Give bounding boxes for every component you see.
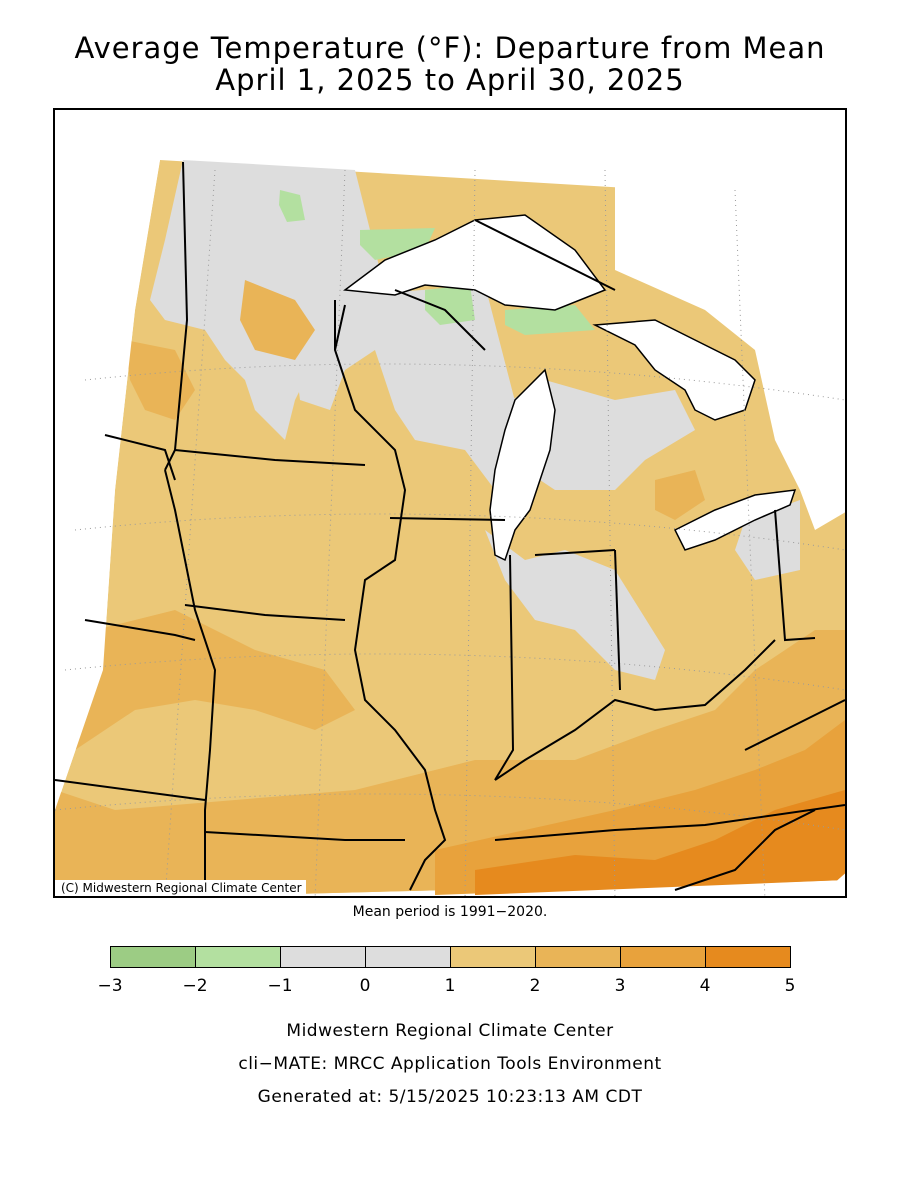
- legend-tick-label: −2: [182, 976, 208, 996]
- mean-period-note: Mean period is 1991−2020.: [352, 904, 548, 920]
- border-missouri-arkansas: [204, 831, 405, 841]
- border-kansas-oklahoma: [55, 779, 206, 801]
- legend-bin: [535, 946, 621, 968]
- footer-tool-name: cli−MATE: MRCC Application Tools Environ…: [238, 1054, 662, 1074]
- border-indiana-ohio: [614, 549, 621, 691]
- map-outside-west: [55, 110, 160, 810]
- border-ohio-river: [494, 639, 776, 781]
- legend-bin: [195, 946, 281, 968]
- border-nebraska-kansas: [84, 619, 196, 641]
- lake-superior: [343, 214, 607, 311]
- legend-tick-label: −1: [267, 976, 293, 996]
- border-wisconsin-illinois: [389, 517, 506, 521]
- border-mississippi-river: [333, 304, 447, 891]
- copyright-label: (C) Midwestern Regional Climate Center: [55, 880, 306, 896]
- footer-organization: Midwestern Regional Climate Center: [286, 1021, 614, 1041]
- color-legend: [110, 946, 791, 968]
- legend-tick-label: −3: [97, 976, 123, 996]
- lake-michigan: [489, 368, 556, 562]
- legend-tick-label: 5: [784, 976, 796, 996]
- legend-tick-label: 0: [359, 976, 371, 996]
- border-kentucky-tennessee: [494, 804, 845, 841]
- border-illinois-indiana: [494, 554, 515, 781]
- legend-bin: [110, 946, 196, 968]
- anomaly-cool-upper-peninsula: [425, 285, 475, 325]
- legend-tick-label: 2: [529, 976, 541, 996]
- border-south-dakota-nebraska: [104, 434, 176, 481]
- legend-bin: [620, 946, 706, 968]
- legend-tick-label: 4: [699, 976, 711, 996]
- midwest-map: [55, 110, 845, 896]
- map-frame: (C) Midwestern Regional Climate Center: [53, 108, 847, 898]
- legend-bin: [705, 946, 791, 968]
- anomaly-warm-iowa-missouri: [65, 610, 355, 750]
- lake-erie: [673, 489, 797, 551]
- border-lake-michigan-huron-channel: [474, 219, 616, 291]
- border-wisconsin-michigan-up: [394, 289, 486, 351]
- map-outside-northeast: [615, 110, 845, 530]
- border-iowa-missouri: [184, 604, 346, 621]
- state-boundaries: [55, 161, 845, 896]
- anomaly-warm-dakotas: [240, 280, 315, 360]
- map-title: Average Temperature (°F): Departure from…: [74, 31, 826, 65]
- legend-bin: [280, 946, 366, 968]
- border-north-dakota-minnesota: [164, 161, 189, 471]
- lake-huron: [592, 319, 756, 421]
- anomaly-warm-west: [125, 340, 195, 420]
- legend-tick-label: 1: [444, 976, 456, 996]
- border-michigan-indiana: [534, 549, 616, 556]
- anomaly-cool-lake-superior-shore: [360, 228, 435, 260]
- anomaly-hot-tennessee: [475, 790, 845, 895]
- anomaly-cool-upper-peninsula-east: [505, 305, 595, 335]
- border-tennessee-east: [674, 809, 816, 891]
- border-kentucky-west-virginia: [744, 699, 845, 751]
- graticule: [55, 169, 845, 896]
- border-minnesota-iowa: [174, 449, 366, 466]
- legend-tick-label: 3: [614, 976, 626, 996]
- legend-bin: [365, 946, 451, 968]
- anomaly-near-normal-indiana: [485, 530, 665, 680]
- map-outside-southeast: [819, 873, 845, 896]
- legend-bin: [450, 946, 536, 968]
- border-ohio-pennsylvania: [774, 509, 816, 642]
- anomaly-cool-minnesota-north: [279, 190, 305, 222]
- anomaly-warm-michigan-east: [655, 470, 705, 520]
- border-missouri-river: [164, 469, 217, 896]
- anomaly-near-normal-wisconsin: [295, 285, 525, 490]
- footer-generated-at: Generated at: 5/15/2025 10:23:13 AM CDT: [257, 1087, 643, 1107]
- map-date-range: April 1, 2025 to April 30, 2025: [215, 63, 685, 97]
